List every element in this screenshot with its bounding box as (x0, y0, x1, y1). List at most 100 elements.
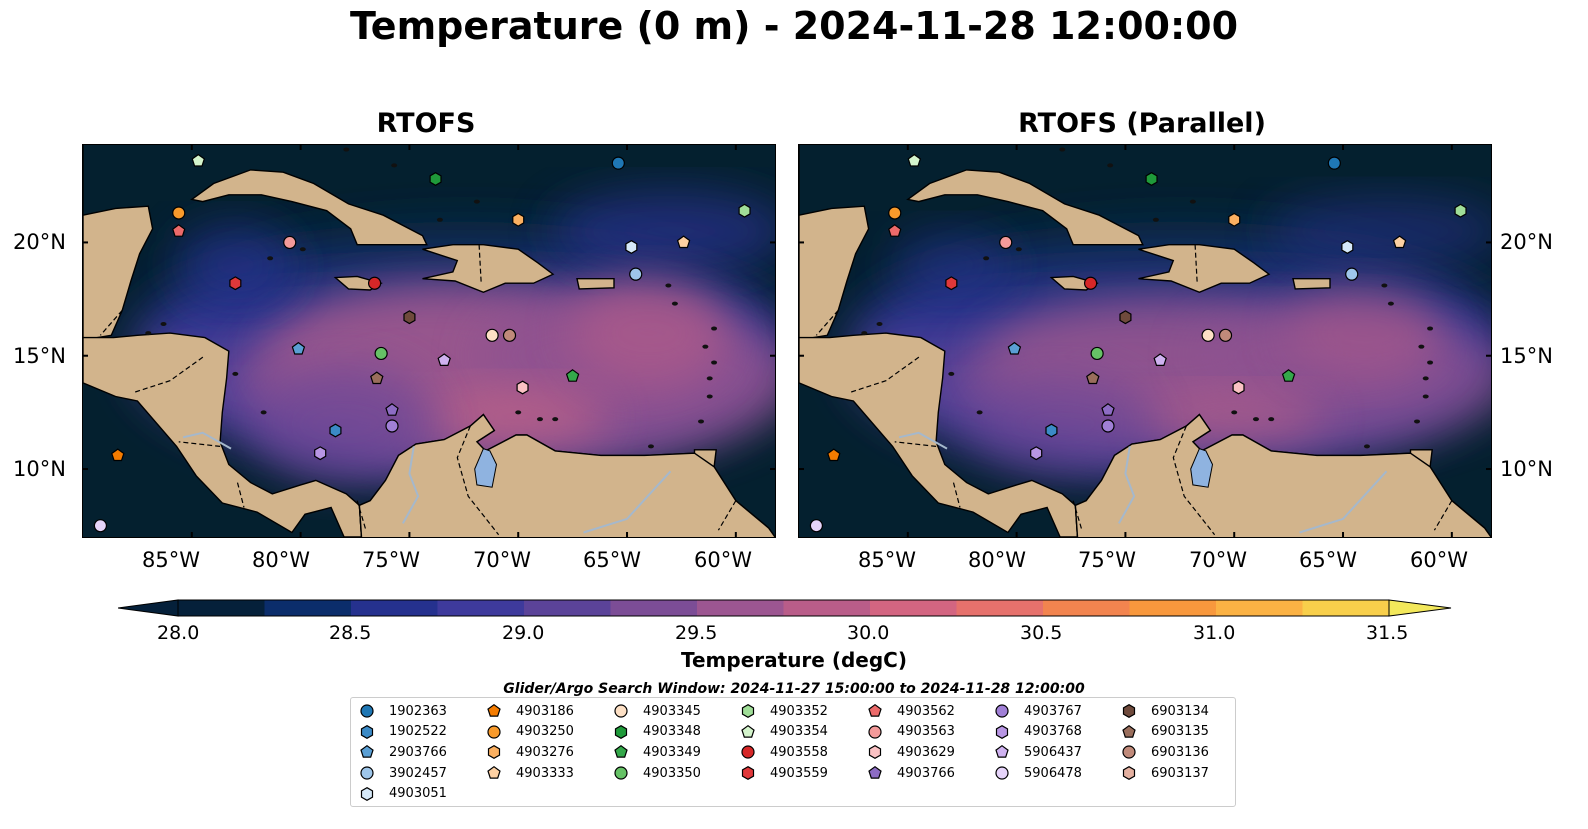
legend-label: 6903134 (1151, 703, 1209, 719)
legend-label: 4903562 (897, 703, 955, 719)
legend-item: 4903629 (867, 742, 955, 762)
legend-item: 1902522 (359, 722, 447, 742)
small-island (1015, 247, 1022, 252)
legend-item: 4903186 (486, 701, 574, 721)
lon-label-right: 60°W (1410, 548, 1468, 572)
legend-marker-icon (1122, 704, 1136, 718)
small-island (260, 410, 267, 415)
lon-label-right: 75°W (1078, 548, 1136, 572)
float-marker-2903766 (1007, 341, 1022, 355)
float-marker-4903349 (1281, 369, 1296, 382)
float-marker-4903766 (1101, 403, 1115, 416)
legend-marker-icon (1122, 766, 1136, 781)
float-marker-4903352 (738, 203, 751, 218)
legend-label: 4903348 (643, 724, 701, 740)
small-island (232, 371, 239, 376)
sst-patch (891, 231, 1012, 300)
small-island (299, 247, 306, 252)
country-border (478, 244, 482, 284)
colorbar-segment (351, 600, 439, 616)
country-border (815, 310, 839, 336)
float-marker-4903348 (429, 172, 442, 186)
legend-label: 4903559 (770, 765, 828, 781)
land-cuba (906, 169, 1144, 246)
float-marker-4903562 (172, 224, 186, 237)
lat-label-left: 15°N (13, 344, 66, 368)
legend-item: 4903349 (613, 742, 701, 762)
legend-marker-2903766 (360, 745, 374, 759)
colorbar-segment (178, 600, 266, 616)
legend-marker-icon (995, 766, 1009, 780)
land-puertorico (1292, 277, 1331, 290)
legend-marker-5906478 (995, 766, 1009, 780)
lon-label-left: 75°W (362, 548, 420, 572)
small-island (1381, 283, 1388, 288)
float-marker-6903136 (502, 328, 517, 342)
float-marker-6903134 (1119, 310, 1132, 325)
sst-patch (175, 225, 296, 306)
legend-label: 4903766 (897, 765, 955, 781)
float-marker-4903051 (625, 240, 638, 254)
float-marker-4903352 (1454, 203, 1467, 218)
float-marker-4903354 (907, 153, 922, 167)
land-mexico (799, 145, 870, 341)
colorbar-tick: 29.0 (502, 622, 545, 644)
sst-patch (970, 372, 1151, 475)
legend-label: 6903135 (1151, 724, 1209, 740)
float-marker-4903250 (888, 206, 902, 220)
legend-item: 4903350 (613, 763, 701, 783)
map-panel-left[interactable] (82, 144, 776, 538)
float-marker-4903348 (1145, 172, 1158, 186)
small-island (1418, 344, 1425, 349)
float-marker-4903333 (676, 235, 691, 249)
legend-label: 4903354 (770, 724, 828, 740)
float-marker-4903350 (1090, 346, 1104, 361)
small-island (647, 444, 654, 449)
float-marker-4903354 (191, 153, 206, 167)
float-marker-5906478 (93, 519, 108, 533)
small-island (267, 256, 274, 261)
legend-label: 1902522 (389, 724, 447, 740)
small-island (861, 331, 868, 336)
colorbar-segment (783, 600, 871, 616)
colorbar-tick: 31.5 (1366, 622, 1409, 644)
map-panel-right[interactable] (798, 144, 1492, 538)
country-border (851, 355, 922, 393)
legend-marker-icon (360, 766, 374, 780)
legend-marker-icon (868, 725, 882, 739)
small-island (711, 360, 718, 365)
legend-marker-icon (360, 745, 374, 759)
legend-item: 4903354 (740, 722, 828, 742)
panel-title-left: RTOFS (376, 108, 476, 139)
float-marker-4903276 (512, 212, 525, 227)
float-marker-4903766 (385, 403, 399, 416)
legend-marker-icon (741, 745, 755, 759)
legend-label: 5906437 (1024, 744, 1082, 760)
small-island (983, 256, 990, 261)
small-island (160, 322, 167, 327)
legend-item: 6903135 (1121, 722, 1209, 742)
land-central (799, 332, 1079, 537)
legend-marker-4903768 (995, 724, 1009, 739)
river (182, 431, 232, 450)
river (1118, 446, 1136, 524)
country-border (99, 310, 123, 336)
legend-label: 4903276 (516, 744, 574, 760)
float-marker-4903250 (172, 206, 186, 220)
float-marker-6903134 (403, 310, 416, 325)
legend-marker-4903348 (614, 724, 628, 739)
small-island (343, 147, 350, 152)
legend-marker-6903134 (1122, 704, 1136, 718)
legend-marker-5906437 (995, 745, 1009, 759)
legend-marker-1902522 (360, 724, 374, 739)
legend-marker-icon (360, 724, 374, 739)
colorbar-tick: 31.0 (1193, 622, 1236, 644)
float-marker-4903559 (229, 276, 242, 291)
float-marker-4903629 (1232, 380, 1245, 395)
country-border (236, 482, 245, 508)
land-cuba (190, 169, 428, 246)
legend-item: 4903563 (867, 722, 955, 742)
legend-item: 4903768 (994, 722, 1082, 742)
float-marker-4903558 (367, 276, 382, 290)
float-marker-6903135 (370, 371, 384, 385)
